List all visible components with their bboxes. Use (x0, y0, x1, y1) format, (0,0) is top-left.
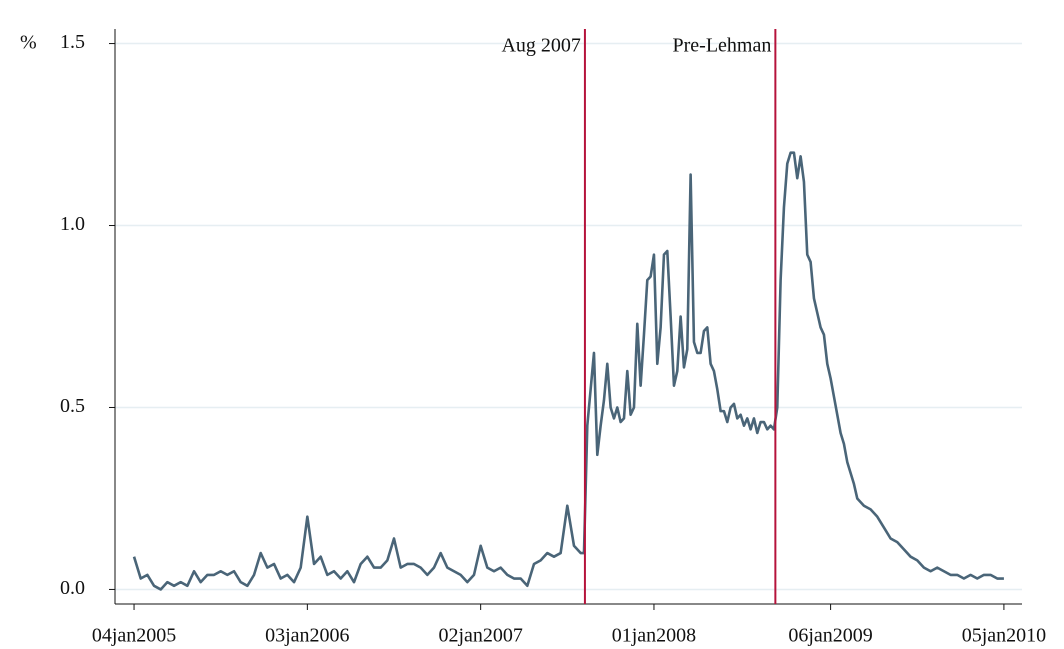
x-tick-label: 01jan2008 (612, 625, 696, 647)
x-tick-label: 05jan2010 (962, 625, 1046, 647)
y-tick-label: 1.5 (60, 31, 85, 53)
event-label: Aug 2007 (501, 35, 580, 57)
x-tick-label: 04jan2005 (92, 625, 176, 647)
event-label: Pre-Lehman (673, 35, 772, 57)
x-tick-label: 06jan2009 (788, 625, 872, 647)
x-tick-label: 02jan2007 (438, 625, 522, 647)
data-line (132, 151, 1004, 591)
x-tick-label: 03jan2006 (265, 625, 349, 647)
y-tick-label: 0.0 (60, 577, 85, 599)
y-tick-label: 0.5 (60, 395, 85, 417)
y-tick-label: 1.0 (60, 213, 85, 235)
y-axis-label: % (20, 32, 37, 54)
